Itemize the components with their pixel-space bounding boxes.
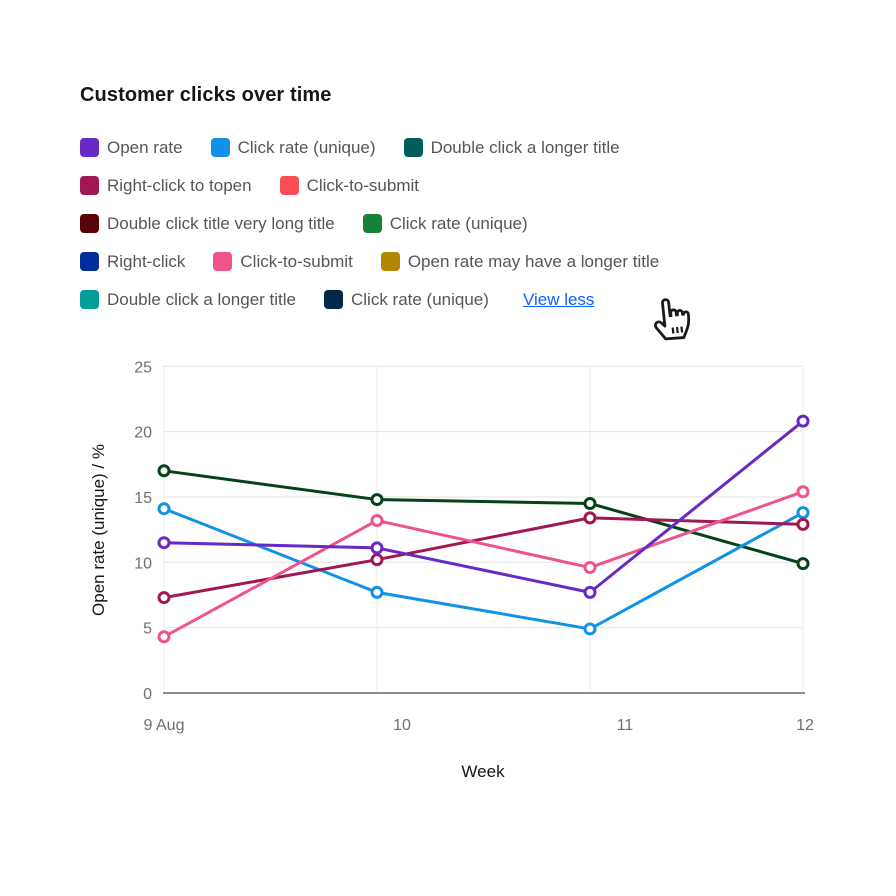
legend-row: Right-click Click-to-submit Open rate may …: [80, 252, 820, 271]
legend-row: Double click title very long title Click …: [80, 214, 820, 233]
data-point[interactable]: [370, 553, 384, 567]
data-point[interactable]: [796, 517, 810, 531]
legend-item[interactable]: Open rate may have a longer title: [380, 251, 660, 272]
legend-swatch: [362, 214, 382, 233]
legend-item[interactable]: Right-click: [80, 252, 185, 272]
data-point[interactable]: [370, 513, 384, 527]
legend-item-label: Open rate may have a longer title: [407, 251, 660, 271]
legend-item[interactable]: Open rate: [80, 138, 183, 158]
legend-swatch: [80, 214, 99, 233]
line-series: [162, 490, 805, 639]
data-point[interactable]: [370, 493, 384, 507]
line-series: [162, 507, 805, 631]
data-point[interactable]: [157, 591, 171, 605]
legend-item-label: Open rate: [107, 137, 183, 157]
legend-row: Double click a longer title Click rate (u…: [80, 290, 820, 309]
line-series: [162, 469, 805, 566]
legend-item[interactable]: Click-to-submit: [279, 175, 419, 196]
legend-item-label: Right-click to topen: [107, 175, 252, 195]
line-series: [162, 419, 805, 594]
legend-swatch: [210, 138, 230, 157]
data-point[interactable]: [370, 585, 384, 599]
data-point[interactable]: [370, 541, 384, 555]
legend-item-label: Click-to-submit: [306, 175, 419, 195]
legend-swatch: [403, 138, 423, 157]
y-axis-title: Open rate (unique) / %: [89, 444, 108, 616]
x-tick-label: 12: [796, 717, 814, 734]
legend-item-label: Double click a longer title: [107, 289, 296, 309]
data-point[interactable]: [583, 511, 597, 525]
data-point[interactable]: [157, 464, 171, 478]
legend-swatch: [323, 290, 343, 309]
data-point[interactable]: [583, 585, 597, 599]
data-point[interactable]: [796, 414, 810, 428]
data-point[interactable]: [157, 630, 171, 644]
y-tick-label: 15: [134, 490, 152, 507]
x-tick-label: 11: [617, 717, 634, 734]
legend-swatch: [80, 176, 99, 195]
y-tick-label: 20: [134, 425, 152, 442]
legend-item-label: Click rate (unique): [237, 137, 376, 157]
legend-swatch: [213, 252, 233, 271]
legend-row: Open rate Click rate (unique) Double click…: [80, 138, 820, 157]
y-tick-label: 10: [134, 555, 152, 572]
legend-swatch: [380, 252, 400, 271]
chart-title: Customer clicks over time: [80, 84, 332, 106]
legend-item[interactable]: Click rate (unique): [323, 289, 489, 310]
legend-item[interactable]: Right-click to topen: [80, 176, 252, 196]
legend-swatch: [80, 138, 99, 157]
data-point[interactable]: [796, 557, 810, 571]
legend-swatch: [279, 176, 299, 195]
legend-item[interactable]: Click rate (unique): [362, 213, 528, 234]
data-point[interactable]: [157, 502, 171, 516]
legend-item-label: Click rate (unique): [350, 289, 489, 309]
data-point[interactable]: [583, 622, 597, 636]
legend-swatch: [80, 252, 99, 271]
data-point[interactable]: [583, 496, 597, 510]
legend-item-label: Click-to-submit: [240, 251, 353, 271]
legend-item-label: Right-click: [107, 251, 186, 271]
legend-item-label: Double click title very long title: [107, 213, 335, 233]
legend-item-label: Double click a longer title: [430, 137, 620, 157]
legend-item[interactable]: Double click a longer title: [80, 290, 296, 310]
legend-item[interactable]: Double click a longer title: [403, 137, 620, 158]
y-tick-label: 5: [143, 621, 152, 638]
x-axis-title: Week: [461, 762, 505, 781]
view-less-link[interactable]: View less: [522, 289, 595, 309]
legend: Open rate Click rate (unique) Double click…: [80, 138, 820, 328]
legend-item[interactable]: Click-to-submit: [213, 251, 353, 272]
data-point[interactable]: [583, 561, 597, 575]
line-chart: 0 5 10 15 20 25 9 Aug 10 11 12 Open rate (unique) …: [89, 359, 814, 781]
x-tick-label: 9 Aug: [144, 717, 185, 734]
data-point[interactable]: [157, 536, 171, 550]
legend-row: Right-click to topen Click-to-submit: [80, 176, 820, 195]
y-tick-label: 0: [143, 686, 152, 703]
legend-item[interactable]: Click rate (unique): [210, 137, 376, 158]
legend-item-label: Click rate (unique): [389, 213, 528, 233]
legend-swatch: [80, 290, 99, 309]
data-point[interactable]: [796, 485, 810, 499]
legend-item[interactable]: Double click title very long title: [80, 214, 335, 234]
y-tick-label: 25: [134, 359, 152, 376]
data-point[interactable]: [796, 506, 810, 520]
x-tick-label: 10: [393, 717, 411, 734]
